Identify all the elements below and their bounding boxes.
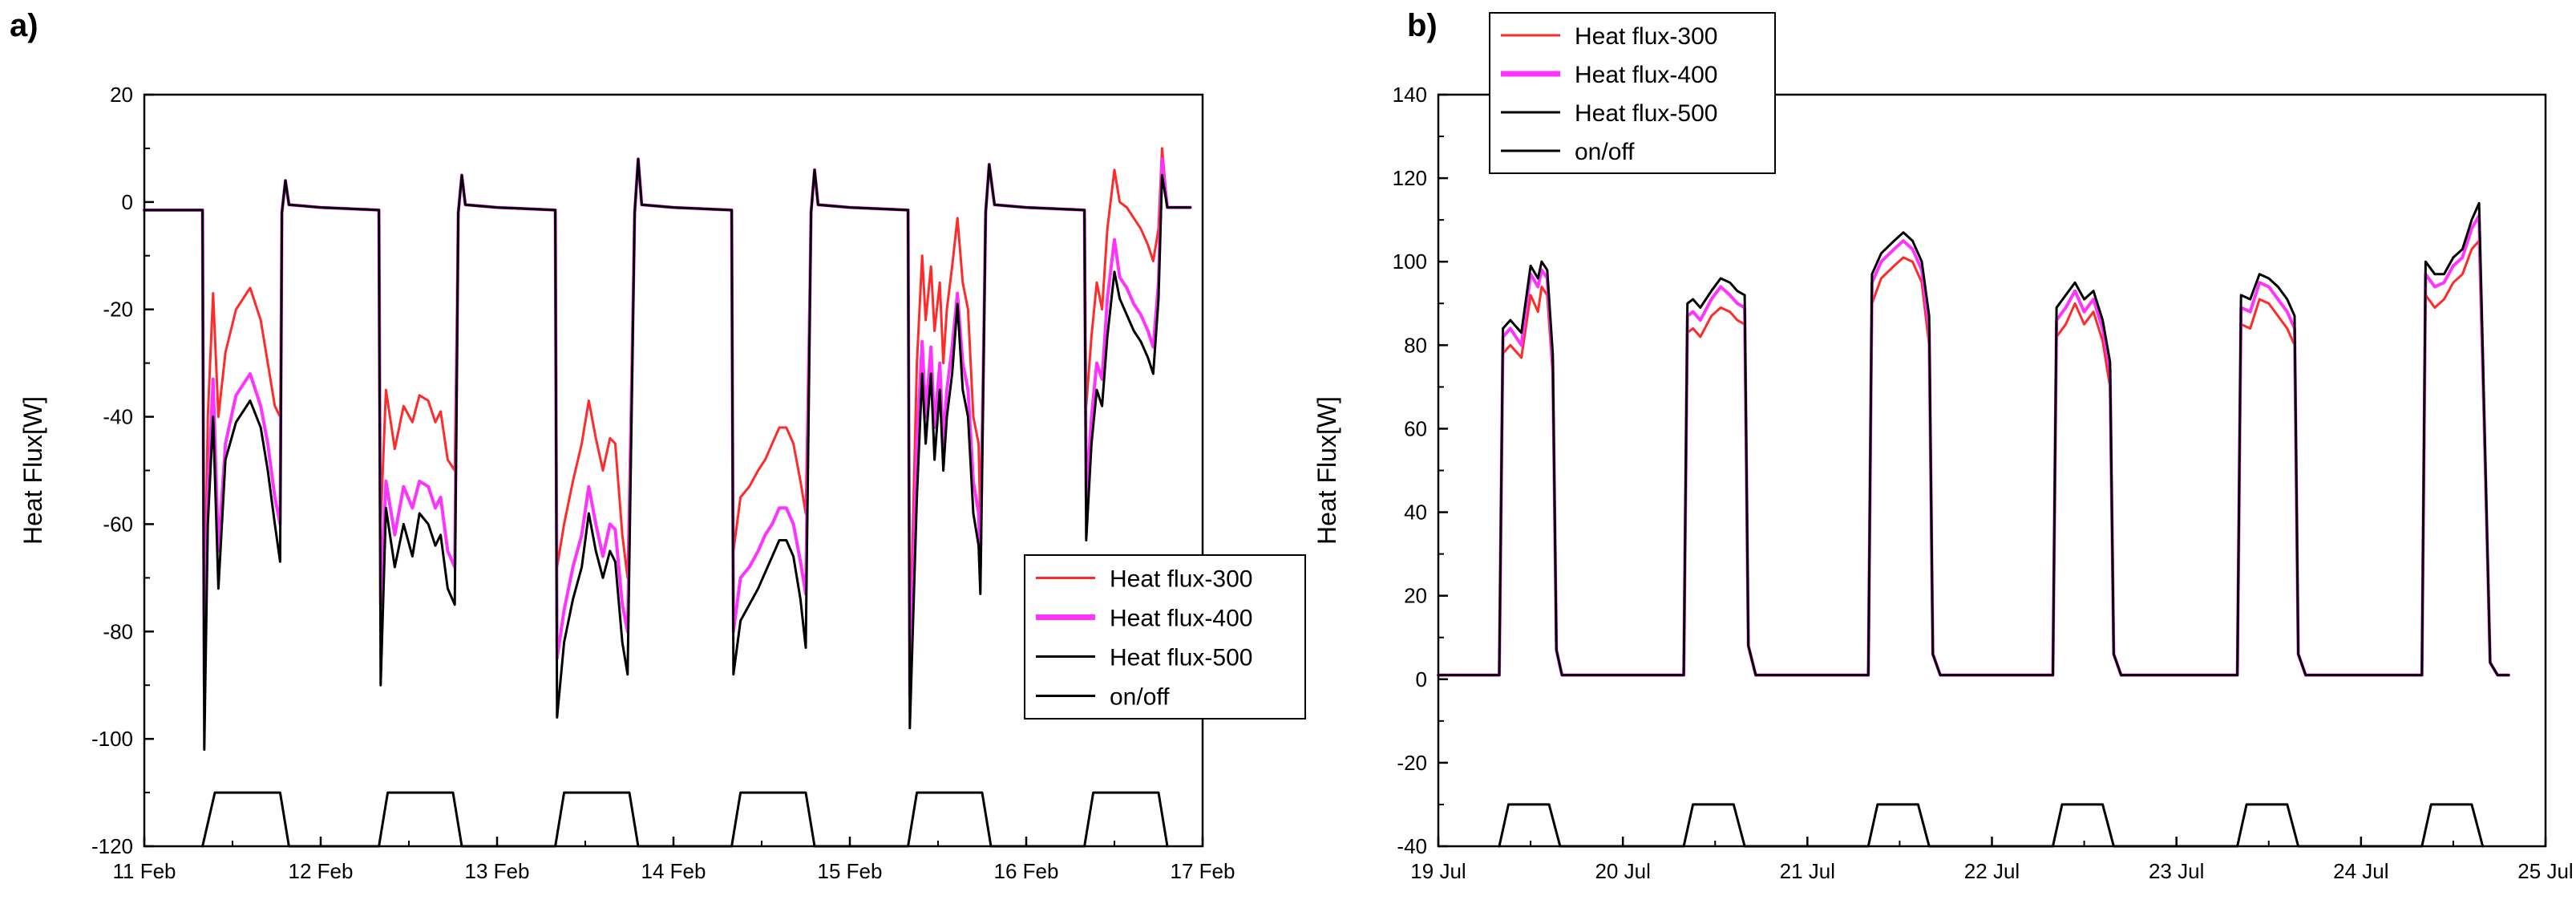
series-group [1437,201,2510,848]
series-line-heat-flux-300 [1437,239,2510,677]
y-tick-label: 80 [1404,333,1427,357]
series-line-heat-flux-500 [143,157,1192,751]
x-tick-label: 22 Jul [1964,859,2020,883]
y-tick-label: -100 [91,727,133,751]
x-tick-label: 21 Jul [1780,859,1835,883]
y-tick-label: -40 [103,405,133,429]
legend-box [1489,12,1776,174]
panel-label-a: a) [10,8,38,43]
y-tick-label: -60 [103,512,133,536]
series-line-heat-flux-400 [1437,214,2510,677]
x-tick-label: 13 Feb [465,859,530,883]
x-tick-label: 23 Jul [2149,859,2204,883]
y-tick-label: 120 [1393,166,1427,190]
series-group [143,147,1192,848]
x-tick-label: 14 Feb [641,859,706,883]
x-tick-label: 15 Feb [818,859,883,883]
y-tick-label: -40 [1397,834,1427,858]
x-tick-label: 19 Jul [1410,859,1466,883]
x-tick-label: 20 Jul [1595,859,1650,883]
series-line-on-off [201,791,1169,848]
x-tick-label: 12 Feb [289,859,354,883]
y-tick-label: -80 [103,619,133,643]
y-tick-label: 20 [110,83,133,107]
x-tick-label: 11 Feb [112,859,176,883]
legend: Heat flux-300 Heat flux-400 Heat flux-500 o… [1489,12,1776,174]
y-tick-label: -120 [91,834,133,858]
y-tick-label: -20 [1397,751,1427,775]
legend-label-heat-flux-300: Heat flux-300 [1110,566,1252,593]
legend-label-on-off: on/off [1575,139,1635,165]
legend: Heat flux-300 Heat flux-400 Heat flux-500 o… [1024,554,1306,720]
x-tick-label: 16 Feb [994,859,1059,883]
y-tick-label: 100 [1393,249,1427,274]
legend-label-heat-flux-400: Heat flux-400 [1110,606,1252,632]
y-tick-label: 40 [1404,501,1427,525]
plot-frame [1437,93,2547,848]
legend-box [1024,554,1306,720]
y-tick-label: -20 [103,298,133,322]
y-tick-label: 0 [122,190,133,214]
y-tick-label: 60 [1404,416,1427,440]
y-axis-title: Heat Flux[W] [18,396,47,545]
x-tick-label: 17 Feb [1171,859,1235,883]
legend-label-heat-flux-400: Heat flux-400 [1575,62,1717,88]
y-tick-label: 0 [1416,667,1427,691]
y-tick-label: 20 [1404,584,1427,608]
y-axis-title: Heat Flux[W] [1312,396,1341,545]
legend-label-heat-flux-300: Heat flux-300 [1575,23,1717,50]
series-line-heat-flux-500 [1437,201,2510,677]
legend-label-heat-flux-500: Heat flux-500 [1575,100,1717,127]
legend-label-on-off: on/off [1110,684,1170,711]
y-tick-label: 140 [1393,83,1427,107]
x-tick-label: 25 Jul [2517,859,2573,883]
panel-label-b: b) [1407,8,1438,43]
legend-label-heat-flux-500: Heat flux-500 [1110,645,1252,671]
x-tick-label: 24 Jul [2333,859,2388,883]
